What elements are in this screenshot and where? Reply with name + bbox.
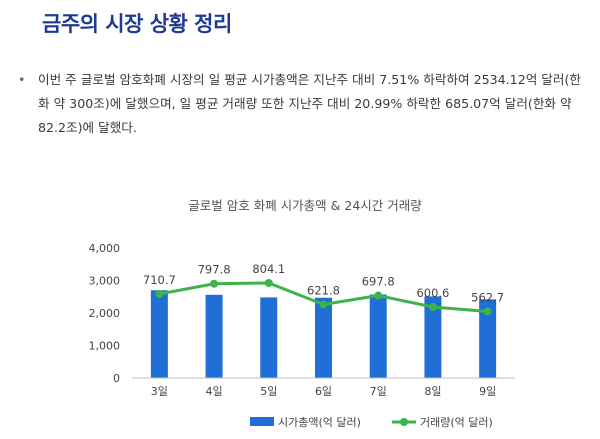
data-label: 600.6 [416,286,449,300]
x-tick-label: 8일 [424,384,441,398]
y-tick-label: 0 [113,372,120,385]
legend-label: 시가총액(억 달러) [278,416,361,429]
line-point [210,279,219,288]
chart-title: 글로벌 암호 화폐 시가총액 & 24시간 거래량 [188,198,422,213]
bullet-icon: • [18,72,26,87]
line-point [155,290,164,299]
y-tick-label: 1,000 [89,340,121,353]
summary-paragraph: • 이번 주 글로벌 암호화폐 시장의 일 평균 시가총액은 지난주 대비 7.… [18,68,583,140]
y-tick-label: 4,000 [89,242,121,255]
bar [424,296,442,378]
x-axis: 3일 4일 5일 6일 7일 8일 9일 [132,377,515,398]
bar [205,294,223,378]
line-point [483,307,492,316]
x-tick-label: 5일 [260,384,277,398]
x-tick-label: 9일 [479,384,496,398]
bar [150,290,168,378]
line-point [264,278,273,287]
market-chart: 글로벌 암호 화폐 시가총액 & 24시간 거래량 0 1,000 2,000 3,0… [89,198,515,429]
data-label: 562.7 [471,290,504,304]
x-tick-label: 3일 [151,384,168,398]
line-point [428,303,437,312]
bar-series [150,290,497,378]
legend-bar-swatch [250,417,274,426]
y-tick-label: 3,000 [89,275,121,288]
data-label: 804.1 [252,262,285,276]
data-label: 797.8 [198,263,231,277]
data-label: 621.8 [307,284,340,298]
bar [315,297,332,378]
line-point [319,300,328,309]
y-axis: 0 1,000 2,000 3,000 4,000 [89,242,121,385]
x-tick-label: 6일 [315,384,332,398]
summary-text: 이번 주 글로벌 암호화폐 시장의 일 평균 시가총액은 지난주 대비 7.51… [38,72,581,135]
chart-container: 글로벌 암호 화폐 시가총액 & 24시간 거래량 0 1,000 2,000 3,0… [0,190,600,435]
x-tick-label: 4일 [206,384,223,398]
bar [479,299,497,378]
line-point [374,291,383,300]
data-label: 697.8 [362,275,395,289]
page-title: 금주의 시장 상황 정리 [42,12,232,36]
legend-label: 거래량(억 달러) [420,416,493,429]
y-tick-label: 2,000 [89,307,121,320]
x-tick-label: 7일 [370,384,387,398]
data-label: 710.7 [143,273,176,287]
chart-legend: 시가총액(억 달러) 거래량(억 달러) [250,416,493,429]
bar [369,294,387,378]
legend-line-marker [400,418,408,426]
line-series: 710.7 797.8 804.1 621.8 697.8 600.6 562.7 [143,262,504,316]
bar [260,297,278,378]
